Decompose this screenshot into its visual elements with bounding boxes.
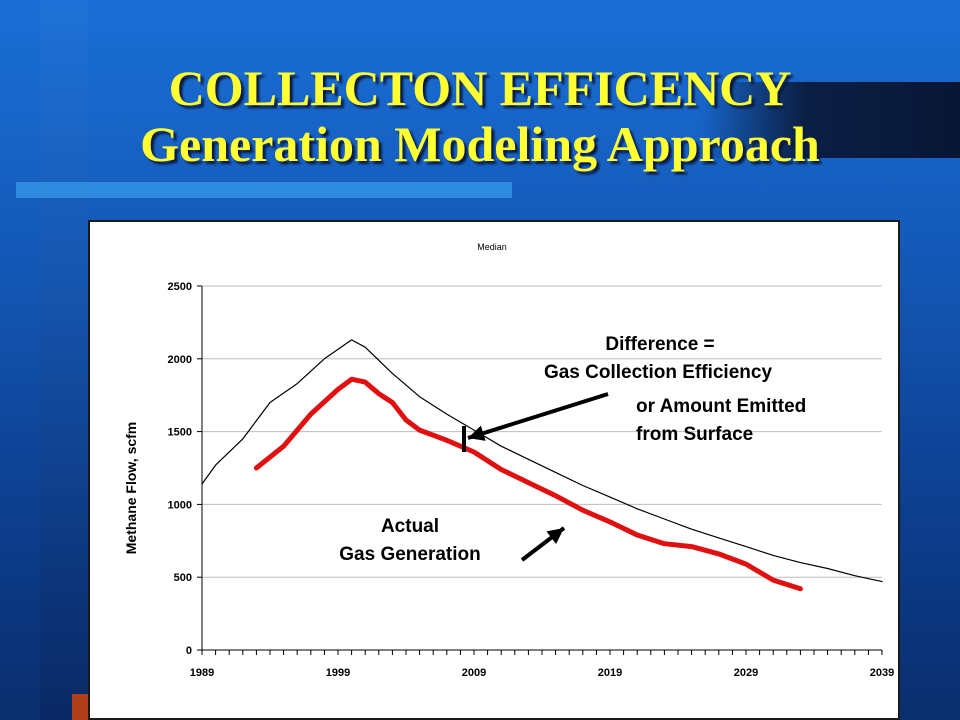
y-tick-label: 2500	[168, 281, 192, 293]
decorative-bar-left	[16, 182, 512, 198]
y-tick-label: 1500	[168, 427, 192, 439]
x-tick-label: 2009	[462, 667, 486, 679]
slide-title: COLLECTON EFFICENCY Generation Modeling …	[0, 60, 960, 172]
slide-title-line2: Generation Modeling Approach	[140, 116, 820, 172]
annotation-emitted-line2: from Surface	[636, 424, 753, 445]
x-tick-label: 2029	[734, 667, 758, 679]
y-tick-label: 0	[186, 645, 192, 657]
slide-title-line1: COLLECTON EFFICENCY	[168, 60, 792, 116]
decorative-strip	[40, 0, 88, 720]
x-tick-label: 2039	[870, 667, 894, 679]
annotation-actual-line1: Actual	[381, 516, 439, 537]
arrow-difference-shaft	[467, 392, 609, 440]
arrow-actual-head	[546, 528, 564, 545]
series-line-model	[201, 339, 883, 583]
annotation-difference-line1: Difference =	[605, 334, 714, 355]
y-tick-label: 500	[174, 572, 192, 584]
arrow-difference-head	[468, 425, 486, 441]
x-tick-label: 2019	[598, 667, 622, 679]
annotation-actual-line2: Gas Generation	[339, 544, 481, 565]
x-tick-label: 1989	[190, 667, 214, 679]
series-line-actual	[253, 376, 803, 592]
line-chart: Median 0 500 1000 1500 2000 2500 1989 1999 2009 20…	[123, 242, 894, 679]
y-tick-label: 1000	[168, 499, 192, 511]
chart-title: Median	[477, 242, 507, 252]
decorative-red-block	[72, 694, 90, 720]
annotation-difference-line2: Gas Collection Efficiency	[544, 362, 772, 383]
decorative-bar-right	[700, 82, 960, 158]
annotation-emitted-line1: or Amount Emitted	[636, 396, 806, 417]
chart-frame: Median 0 500 1000 1500 2000 2500 1989 1999 2009 20…	[88, 220, 900, 720]
x-tick-label: 1999	[326, 667, 350, 679]
y-axis-label: Methane Flow, scfm	[123, 422, 139, 555]
y-tick-label: 2000	[168, 354, 192, 366]
